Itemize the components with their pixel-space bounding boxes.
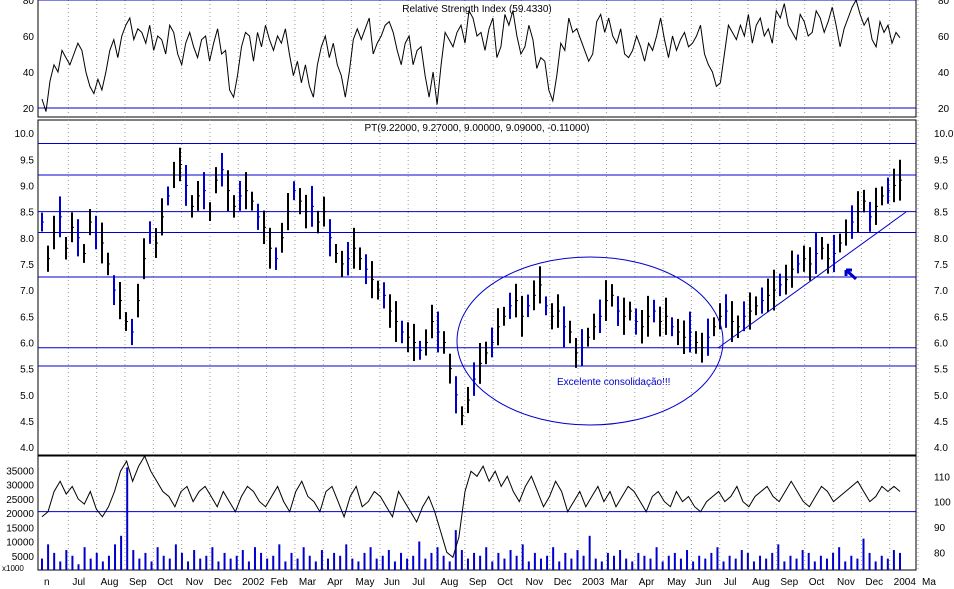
rsi-y-tick-left: 80 <box>23 0 35 7</box>
x-tick-label: May <box>667 577 686 588</box>
x-tick-label: n <box>44 577 50 588</box>
volume-y-tick-left: 35000 <box>6 466 34 477</box>
price-y-tick-left: 9.0 <box>20 181 34 192</box>
oscillator-y-tick-right: 80 <box>934 548 946 559</box>
price-y-tick-left: 10.0 <box>15 129 35 140</box>
volume-y-tick-left: 5000 <box>12 552 35 563</box>
x-tick-label: May <box>356 577 375 588</box>
x-tick-label: 2002 <box>242 577 265 588</box>
x-tick-label: Aug <box>752 577 770 588</box>
x-tick-label: Oct <box>157 577 173 588</box>
x-tick-label: 2003 <box>582 577 605 588</box>
x-tick-label: Jun <box>384 577 400 588</box>
price-y-tick-right: 4.5 <box>934 417 948 428</box>
x-tick-label: 2004 <box>894 577 917 588</box>
x-tick-label: Oct <box>809 577 825 588</box>
volume-y-tick-left: 10000 <box>6 538 34 549</box>
x-tick-label: Apr <box>327 577 343 588</box>
volume-y-tick-left: 25000 <box>6 495 34 506</box>
rsi-y-tick-right: 80 <box>938 0 950 7</box>
price-y-tick-right: 4.0 <box>934 443 948 454</box>
rsi-y-tick-right: 20 <box>938 104 950 115</box>
x-tick-label: Sep <box>469 577 487 588</box>
price-panel-frame <box>37 119 917 456</box>
rsi-y-tick-left: 20 <box>23 104 35 115</box>
x-tick-label: Jun <box>695 577 711 588</box>
rsi-y-tick-right: 40 <box>938 68 950 79</box>
price-y-tick-left: 4.0 <box>20 443 34 454</box>
rsi-series-line <box>41 0 901 112</box>
consolidation-ellipse <box>456 256 724 426</box>
price-y-tick-left: 6.5 <box>20 312 34 323</box>
rsi-panel-frame <box>37 0 917 118</box>
x-tick-label: Aug <box>441 577 459 588</box>
price-title: PT(9.22000, 9.27000, 9.00000, 9.09000, -… <box>365 123 590 134</box>
x-tick-label: Jul <box>724 577 737 588</box>
x-tick-label: Mar <box>299 577 317 588</box>
price-y-tick-right: 5.0 <box>934 391 948 402</box>
x-tick-label: Feb <box>271 577 289 588</box>
volume-y-tick-left: 30000 <box>6 481 34 492</box>
oscillator-y-tick-right: 100 <box>934 498 951 509</box>
x-tick-label: Dec <box>554 577 572 588</box>
volume-y-tick-left: 15000 <box>6 523 34 534</box>
support-trend-line <box>717 211 907 349</box>
price-y-tick-right: 8.5 <box>934 208 948 219</box>
volume-oscillator-line <box>41 454 901 559</box>
price-y-tick-left: 7.5 <box>20 260 34 271</box>
consolidation-annotation: Excelente consolidação!!! <box>557 377 670 388</box>
rsi-title: Relative Strength Index (59.4330) <box>402 4 552 15</box>
x-tick-label: Nov <box>186 577 204 588</box>
price-y-tick-right: 6.0 <box>934 338 948 349</box>
x-tick-label: Jul <box>72 577 85 588</box>
rsi-y-tick-left: 60 <box>23 32 35 43</box>
volume-panel-frame <box>37 455 917 571</box>
x-tick-label: Apr <box>639 577 655 588</box>
price-y-tick-right: 8.0 <box>934 234 948 245</box>
price-y-tick-left: 8.0 <box>20 234 34 245</box>
price-y-tick-left: 9.5 <box>20 155 34 166</box>
price-y-tick-left: 4.5 <box>20 417 34 428</box>
volume-unit-label: x1000 <box>2 564 24 573</box>
x-tick-label: Nov <box>837 577 855 588</box>
oscillator-y-tick-right: 110 <box>934 472 950 483</box>
price-y-tick-right: 10.0 <box>934 129 954 140</box>
x-tick-label: Sep <box>129 577 147 588</box>
oscillator-y-tick-right: 90 <box>934 523 946 534</box>
x-tick-label: Dec <box>865 577 883 588</box>
x-tick-label: Ma <box>922 577 936 588</box>
price-y-tick-left: 6.0 <box>20 338 34 349</box>
x-tick-label: Nov <box>525 577 543 588</box>
price-y-tick-left: 5.5 <box>20 365 34 376</box>
x-tick-label: Oct <box>497 577 513 588</box>
price-y-tick-right: 7.5 <box>934 260 948 271</box>
price-y-tick-left: 8.5 <box>20 208 34 219</box>
rsi-y-tick-right: 60 <box>938 32 950 43</box>
price-y-tick-right: 9.5 <box>934 155 948 166</box>
price-y-tick-right: 5.5 <box>934 365 948 376</box>
price-y-tick-left: 5.0 <box>20 391 34 402</box>
breakout-arrow-icon <box>844 268 858 281</box>
price-y-tick-right: 6.5 <box>934 312 948 323</box>
x-tick-label: Dec <box>214 577 232 588</box>
price-y-tick-right: 7.0 <box>934 286 948 297</box>
rsi-y-tick-left: 40 <box>23 68 35 79</box>
x-tick-label: Jul <box>412 577 425 588</box>
price-y-tick-right: 9.0 <box>934 181 948 192</box>
x-tick-label: Mar <box>610 577 628 588</box>
x-tick-label: Aug <box>101 577 119 588</box>
price-y-tick-left: 7.0 <box>20 286 34 297</box>
volume-y-tick-left: 20000 <box>6 509 34 520</box>
x-tick-label: Sep <box>780 577 798 588</box>
